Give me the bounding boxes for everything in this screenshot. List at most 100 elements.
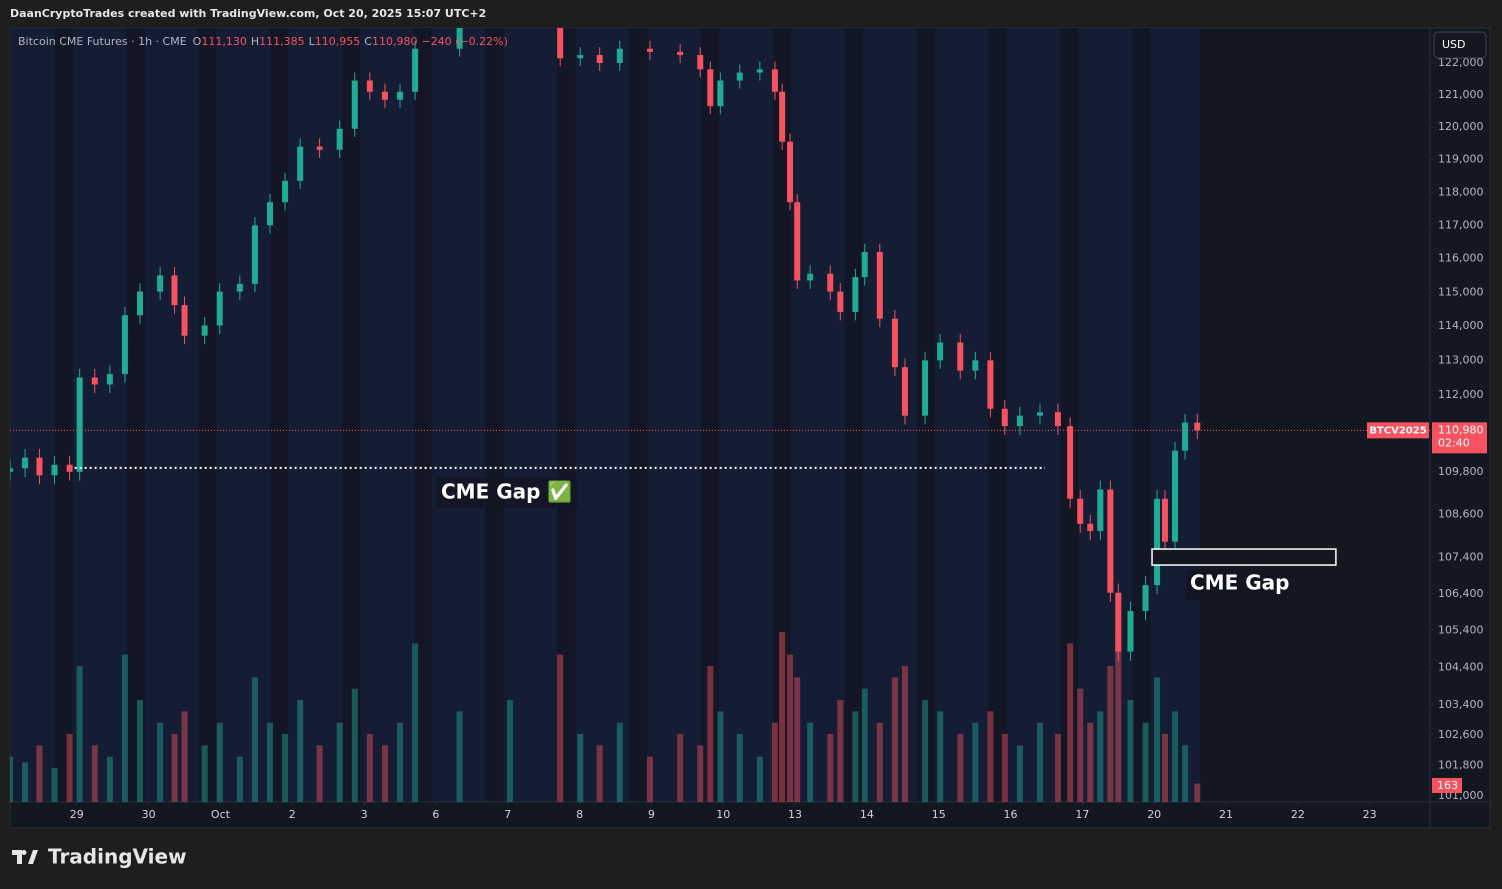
volume-bar — [794, 677, 801, 802]
candle-body — [121, 315, 128, 375]
volume-bar — [1001, 734, 1008, 802]
session-break — [629, 28, 648, 802]
volume-bar — [677, 734, 684, 802]
candle-body — [707, 69, 714, 107]
candle-body — [557, 28, 564, 59]
volume-bar — [779, 632, 786, 802]
candle-body — [1036, 412, 1043, 416]
volume-bar — [506, 700, 513, 802]
y-tick-label: 106,400 — [1438, 587, 1484, 600]
candle-body — [1194, 422, 1201, 431]
volume-bar — [397, 722, 404, 802]
volume-bar — [577, 734, 584, 802]
candle-body — [412, 48, 419, 92]
volume-bar — [697, 745, 704, 802]
candle-body — [616, 48, 623, 63]
candle-body — [22, 457, 29, 469]
x-tick-label: 20 — [1147, 808, 1161, 821]
candle-body — [456, 28, 463, 49]
volume-bar — [957, 734, 964, 802]
annotation: CME Gap ✅ — [441, 480, 572, 504]
volume-tag-bg — [1432, 778, 1462, 793]
logo-mark — [12, 850, 38, 864]
candle-body — [66, 464, 73, 472]
volume-bar — [267, 722, 274, 802]
volume-bar — [707, 666, 714, 802]
x-tick-label: 21 — [1219, 808, 1233, 821]
volume-bar — [827, 734, 834, 802]
candle-body — [577, 55, 584, 59]
y-tick-label: 117,000 — [1438, 218, 1484, 231]
candle-body — [1087, 523, 1094, 531]
open-gap-box — [1151, 548, 1337, 566]
legend-value: 110,955 — [315, 35, 361, 48]
candle-body — [937, 342, 944, 361]
candle-body — [756, 69, 763, 73]
y-tick-label: 114,000 — [1438, 319, 1484, 332]
x-tick-label: 29 — [70, 808, 84, 821]
x-tick-label: 7 — [504, 808, 511, 821]
x-tick-label: 30 — [142, 808, 156, 821]
candle-body — [827, 273, 834, 292]
candle-body — [646, 48, 653, 52]
currency-label[interactable]: USD — [1442, 38, 1466, 51]
session-break — [988, 28, 1007, 802]
legend-key: O — [193, 35, 202, 48]
y-tick-label: 122,000 — [1438, 56, 1484, 69]
volume-bar — [876, 722, 883, 802]
candle-body — [236, 283, 243, 292]
y-tick-label: 112,000 — [1438, 388, 1484, 401]
candle-body — [297, 146, 304, 181]
y-tick-label: 105,400 — [1438, 624, 1484, 637]
session-break — [485, 28, 504, 802]
volume-bar — [36, 745, 43, 802]
annotation-bg — [436, 478, 578, 508]
currency-button[interactable] — [1433, 31, 1487, 59]
volume-bar — [456, 711, 463, 802]
volume-bar — [616, 722, 623, 802]
volume-bar — [1107, 666, 1114, 802]
x-tick-label: 3 — [361, 808, 368, 821]
x-tick-label: 14 — [860, 808, 874, 821]
volume-bar — [756, 756, 763, 802]
candle-body — [861, 251, 868, 278]
candle-body — [76, 377, 83, 472]
candle-body — [336, 128, 343, 150]
y-tick-label: 107,400 — [1438, 551, 1484, 564]
session-break — [342, 28, 361, 802]
annotation: CME Gap — [1190, 571, 1289, 595]
candle-body — [794, 202, 801, 281]
legend-value: 110,980 — [372, 35, 418, 48]
candle-body — [787, 141, 794, 203]
volume-bar — [1142, 722, 1149, 802]
y-tick-label: 101,800 — [1438, 758, 1484, 771]
volume-bar — [216, 722, 223, 802]
volume-bar — [381, 745, 388, 802]
candle-body — [736, 72, 743, 81]
legend-key: C — [364, 35, 372, 48]
y-tick-label: 116,000 — [1438, 252, 1484, 265]
x-tick-label: 17 — [1075, 808, 1089, 821]
x-tick-label: 16 — [1004, 808, 1018, 821]
volume-bar — [807, 722, 814, 802]
y-tick-label: 115,000 — [1438, 285, 1484, 298]
volume-bar — [1127, 700, 1134, 802]
session-break — [844, 28, 863, 802]
volume-bar — [106, 756, 113, 802]
annotation-bg — [1186, 570, 1290, 600]
volume-bar — [861, 688, 868, 802]
session-break — [701, 28, 720, 802]
volume-bar — [987, 711, 994, 802]
candle-body — [351, 80, 358, 129]
volume-bar — [1154, 677, 1161, 802]
candle-body — [1142, 585, 1149, 612]
volume-bar — [366, 734, 373, 802]
session-break — [270, 28, 289, 802]
y-tick-label: 120,000 — [1438, 120, 1484, 133]
candle-body — [1161, 498, 1168, 542]
candle-body — [972, 360, 979, 371]
volume-bar — [736, 734, 743, 802]
volume-bar — [972, 722, 979, 802]
session-break — [773, 28, 792, 802]
candle-body — [316, 146, 323, 150]
